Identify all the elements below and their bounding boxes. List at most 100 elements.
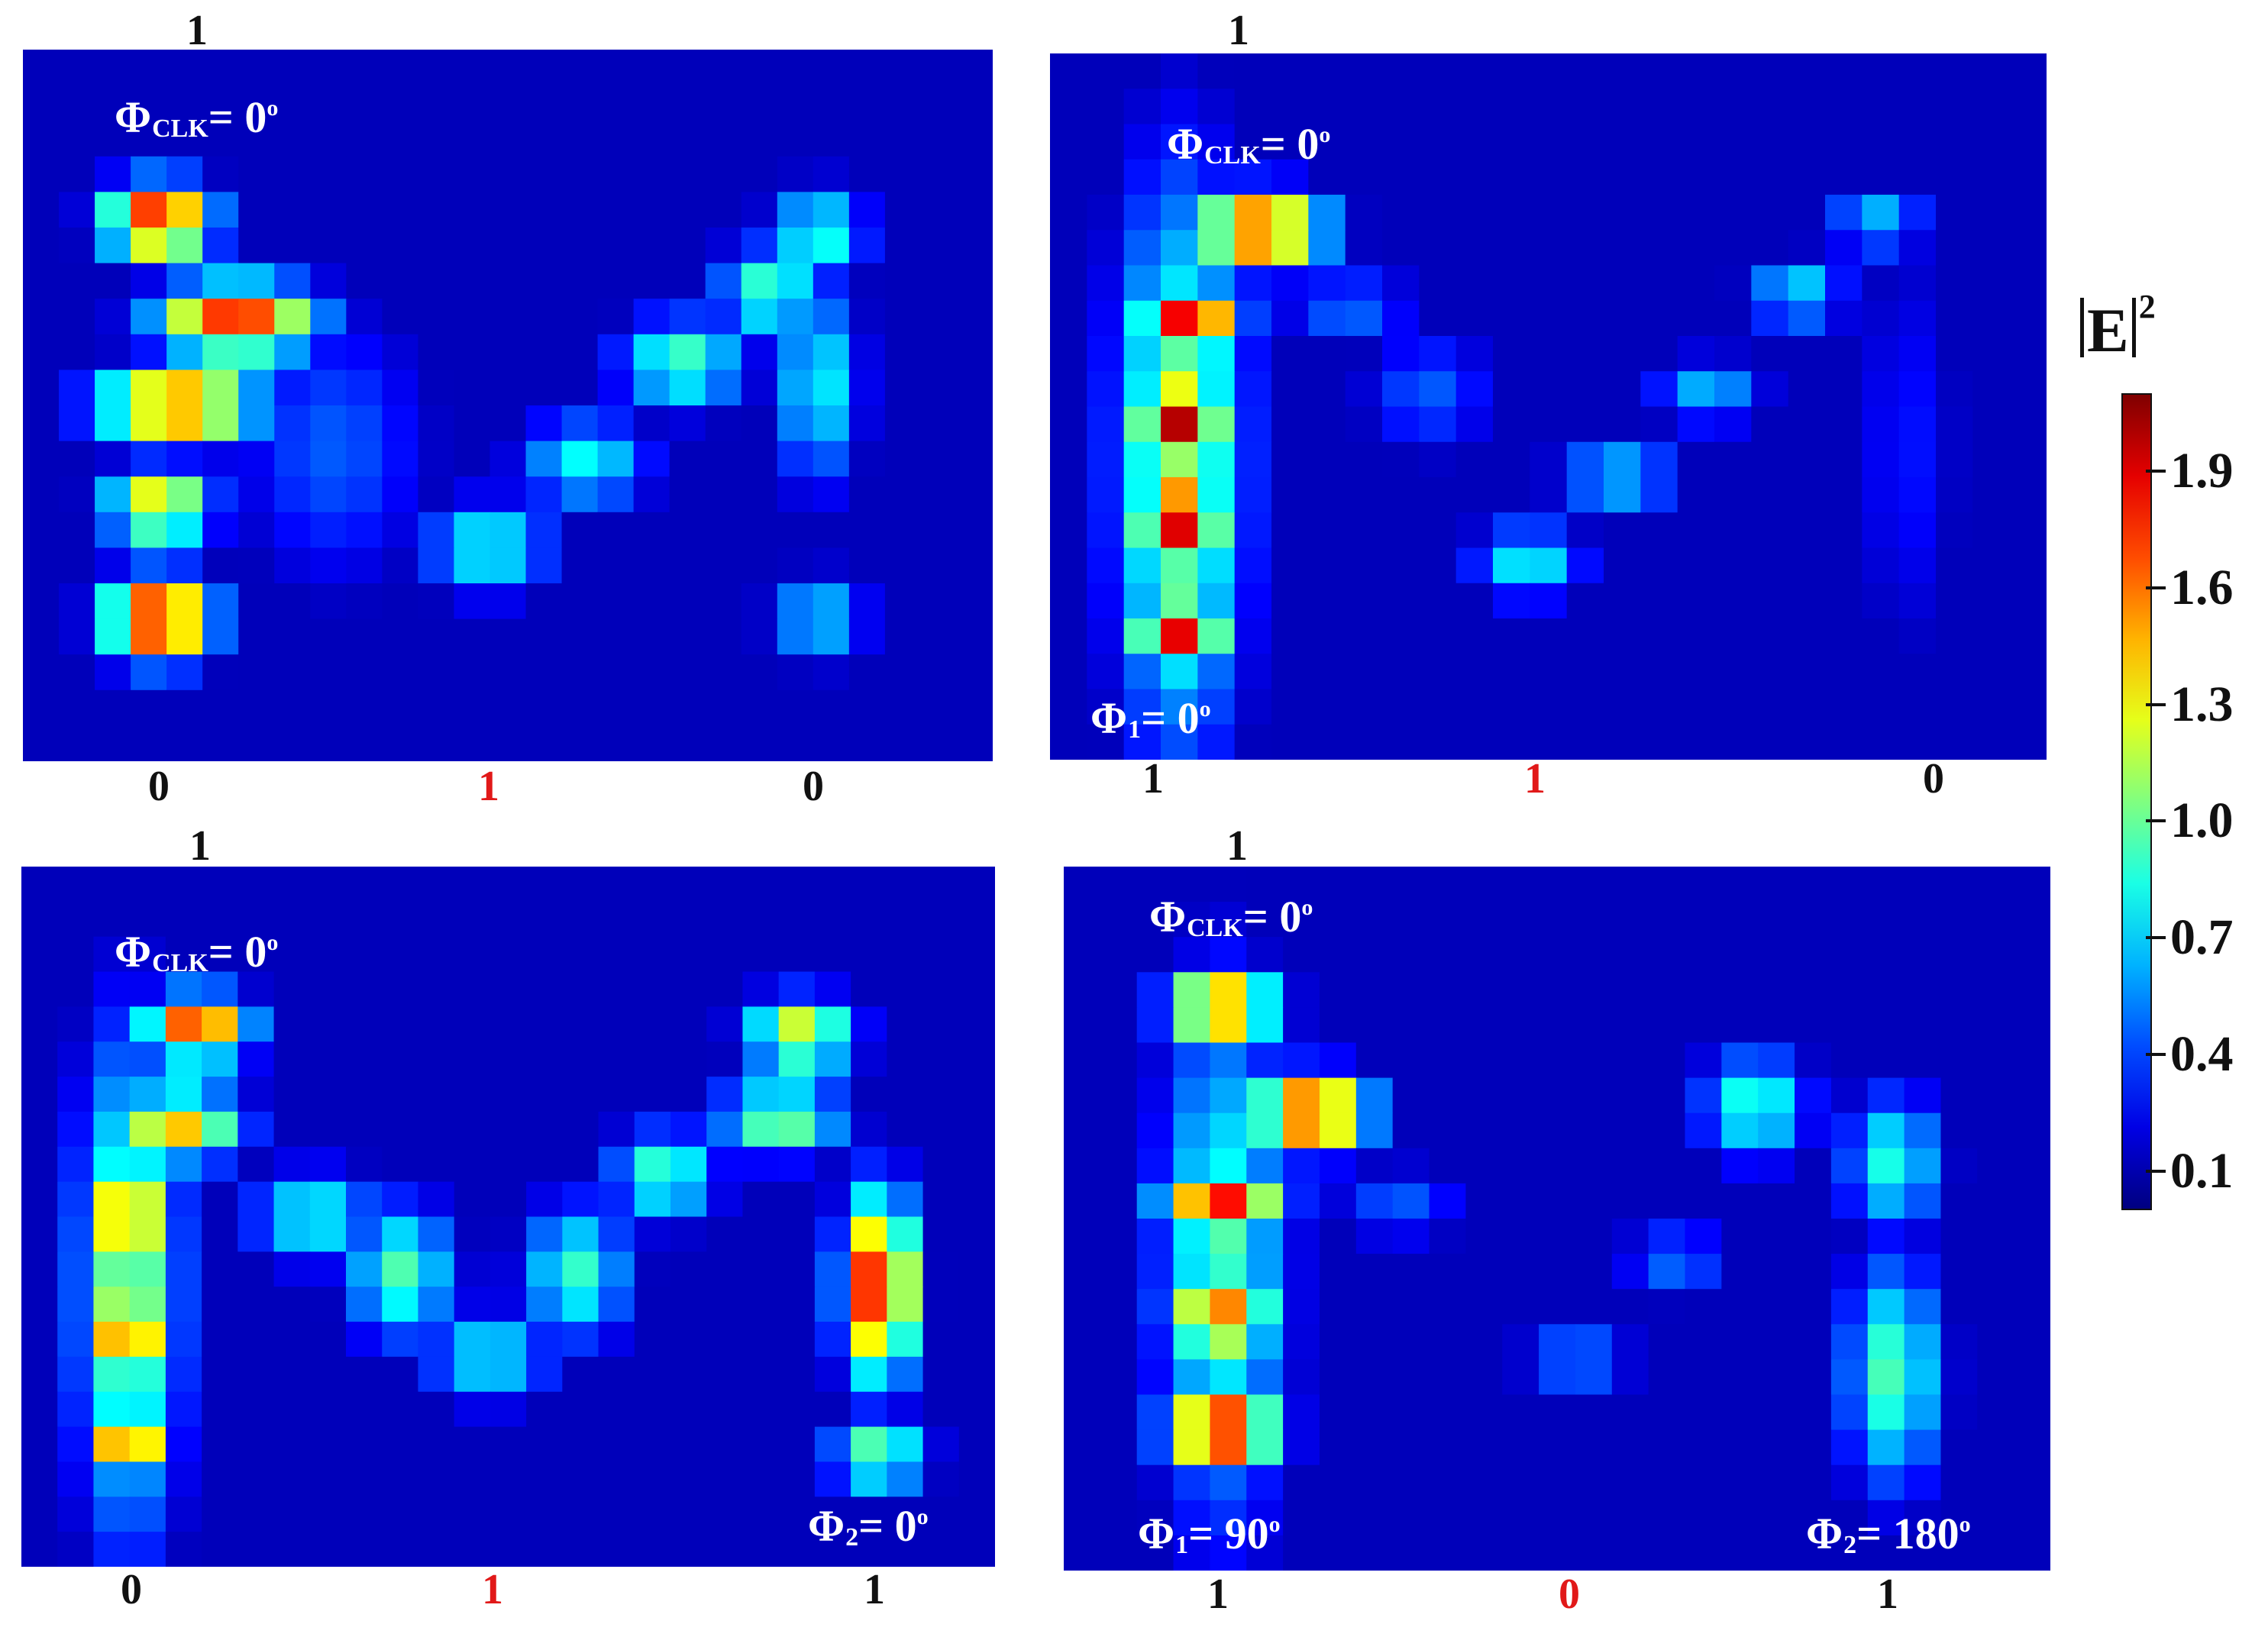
heatmap-cell	[777, 370, 814, 406]
bottom-port-label: 1	[482, 1566, 503, 1613]
heatmap-cell	[598, 901, 635, 938]
heatmap-cell	[310, 156, 347, 192]
heatmap-cell	[274, 476, 311, 513]
heatmap-cell	[1465, 1007, 1503, 1044]
heatmap-cell	[57, 901, 95, 938]
heatmap-cell	[237, 1426, 275, 1463]
heatmap-cell	[346, 476, 383, 513]
heatmap-cell	[814, 1532, 851, 1567]
heatmap-cell	[920, 192, 958, 228]
bottom-port-label: 0	[148, 763, 170, 810]
heatmap-cell	[202, 299, 239, 335]
heatmap-cell	[1355, 1183, 1394, 1219]
heatmap-cell	[418, 334, 455, 370]
heatmap-cell	[57, 1251, 95, 1287]
heatmap-cell	[237, 1497, 275, 1532]
heatmap-cell	[1751, 265, 1789, 302]
heatmap-cell	[1575, 1112, 1613, 1149]
heatmap-cell	[1972, 195, 2011, 231]
heatmap-cell	[1210, 1219, 1247, 1254]
heatmap-cell	[2009, 583, 2047, 619]
heatmap-cell	[1210, 1535, 1247, 1571]
heatmap-cell	[23, 689, 60, 726]
heatmap-cell	[1977, 1359, 2014, 1396]
heatmap-cell	[1210, 902, 1247, 938]
heatmap-cell	[669, 547, 706, 584]
heatmap-cell	[1271, 547, 1309, 584]
heatmap-cell	[1465, 1183, 1503, 1219]
heatmap-cell	[1977, 937, 2014, 973]
heatmap-cell	[2009, 230, 2047, 266]
heatmap-cell	[346, 901, 383, 938]
colorbar-tick-label: 0.7	[2170, 909, 2234, 966]
heatmap-cell	[1392, 1289, 1430, 1325]
heatmap-cell	[1392, 1077, 1430, 1114]
heatmap-cell	[922, 1111, 960, 1148]
heatmap-cell	[1493, 724, 1530, 760]
heatmap-cell	[1246, 867, 1284, 902]
heatmap-cell	[1685, 1042, 1722, 1079]
heatmap-cell	[562, 1216, 599, 1252]
heatmap-cell	[1685, 1359, 1722, 1396]
heatmap-cell	[851, 1251, 887, 1287]
heatmap-cell	[778, 1426, 816, 1463]
heatmap-cell	[1319, 1500, 1357, 1536]
heatmap-cell	[920, 121, 958, 157]
heatmap-cell	[705, 583, 742, 620]
heatmap-cell	[1382, 547, 1420, 584]
heatmap-cell	[778, 1287, 816, 1322]
heatmap-cell	[1904, 902, 1942, 938]
heatmap-cell	[1640, 583, 1678, 619]
heatmap-cell	[1751, 512, 1789, 549]
heatmap-cell	[1064, 1112, 1101, 1149]
heatmap-cell	[1936, 195, 1973, 231]
heatmap-cell	[1246, 1007, 1284, 1044]
heatmap-cell	[1530, 89, 1568, 125]
heatmap-cell	[1210, 1429, 1247, 1466]
heatmap-cell	[958, 1181, 995, 1218]
heatmap-cell	[526, 1006, 563, 1042]
heatmap-cell	[2009, 547, 2047, 584]
heatmap-cell	[1087, 336, 1125, 372]
heatmap-cell	[273, 1216, 311, 1252]
heatmap-cell	[454, 689, 491, 726]
heatmap-cell	[1936, 406, 1973, 443]
heatmap-cell	[1234, 547, 1272, 584]
heatmap-cell	[166, 50, 203, 86]
heatmap-cell	[1648, 1359, 1686, 1396]
heatmap-cell	[1419, 689, 1457, 725]
heatmap-cell	[310, 405, 347, 442]
heatmap-cell	[1382, 159, 1420, 195]
heatmap-cell	[1050, 265, 1087, 302]
heatmap-cell	[274, 689, 311, 726]
heatmap-cell	[1355, 1042, 1394, 1079]
heatmap-cell	[705, 405, 742, 442]
heatmap-cell	[489, 1077, 527, 1112]
heatmap-cell	[887, 971, 924, 1007]
heatmap-cell	[705, 370, 742, 406]
heatmap-cell	[1419, 371, 1457, 408]
heatmap-cell	[920, 583, 958, 620]
heatmap-cell	[814, 1287, 851, 1322]
heatmap-cell	[1795, 1535, 1832, 1571]
heatmap-cell	[166, 405, 203, 442]
heatmap-cell	[778, 1461, 816, 1497]
heatmap-cell	[202, 867, 238, 902]
heatmap-cell	[1936, 159, 1973, 195]
heatmap-cell	[777, 547, 814, 584]
heatmap-cell	[1825, 724, 1863, 760]
heatmap-cell	[129, 1216, 166, 1252]
heatmap-cell	[1640, 371, 1678, 408]
heatmap-cell	[454, 1497, 491, 1532]
heatmap-cell	[813, 725, 850, 761]
heatmap-cell	[202, 1287, 238, 1322]
heatmap-cell	[1455, 265, 1494, 302]
bottom-port-label: 1	[1142, 755, 1164, 802]
heatmap-cell	[1867, 1219, 1905, 1254]
heatmap-cell	[1465, 972, 1503, 1008]
heatmap-cell	[1977, 1289, 2014, 1325]
heatmap-cell	[1319, 1042, 1357, 1079]
heatmap-cell	[1355, 1429, 1394, 1466]
heatmap-cell	[1197, 618, 1236, 654]
heatmap-cell	[1751, 583, 1789, 619]
